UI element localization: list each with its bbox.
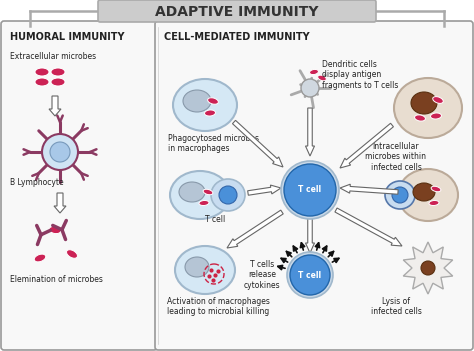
Text: ADAPTIVE IMMUNITY: ADAPTIVE IMMUNITY — [155, 5, 319, 19]
Text: CELL-MEDIATED IMMUNITY: CELL-MEDIATED IMMUNITY — [164, 32, 310, 42]
Polygon shape — [403, 242, 453, 294]
Ellipse shape — [413, 183, 435, 201]
FancyArrow shape — [340, 184, 398, 194]
Ellipse shape — [203, 189, 213, 195]
Ellipse shape — [318, 75, 326, 81]
Ellipse shape — [208, 98, 219, 104]
Ellipse shape — [204, 110, 216, 116]
Circle shape — [301, 79, 319, 97]
FancyArrow shape — [335, 208, 402, 246]
Ellipse shape — [429, 200, 439, 206]
FancyBboxPatch shape — [155, 21, 473, 350]
Circle shape — [281, 161, 339, 219]
Ellipse shape — [394, 78, 462, 138]
FancyArrow shape — [247, 185, 281, 195]
Text: T cells
release
cytokines: T cells release cytokines — [244, 260, 280, 290]
Ellipse shape — [411, 92, 437, 114]
FancyArrow shape — [306, 218, 315, 253]
Ellipse shape — [430, 113, 441, 119]
FancyArrow shape — [54, 193, 66, 213]
Ellipse shape — [185, 257, 209, 277]
Ellipse shape — [66, 250, 77, 258]
Ellipse shape — [51, 78, 65, 86]
Ellipse shape — [310, 69, 319, 74]
Ellipse shape — [49, 226, 61, 234]
Ellipse shape — [415, 115, 426, 121]
FancyArrow shape — [49, 96, 61, 116]
Text: Phagocytosed microbes
in macrophages: Phagocytosed microbes in macrophages — [168, 134, 259, 153]
Text: Lysis of
infected cells: Lysis of infected cells — [371, 297, 421, 316]
Circle shape — [287, 252, 333, 298]
Text: Extracellular microbes: Extracellular microbes — [10, 52, 96, 61]
Text: HUMORAL IMMUNITY: HUMORAL IMMUNITY — [10, 32, 125, 42]
Ellipse shape — [50, 142, 70, 162]
FancyBboxPatch shape — [1, 21, 157, 350]
Ellipse shape — [175, 246, 235, 294]
Ellipse shape — [183, 90, 211, 112]
Ellipse shape — [431, 186, 441, 192]
Text: Intracellular
microbes within
infected cells: Intracellular microbes within infected c… — [365, 142, 427, 172]
Ellipse shape — [35, 68, 49, 76]
Text: T cell: T cell — [299, 271, 321, 279]
Ellipse shape — [179, 182, 205, 202]
Ellipse shape — [433, 97, 443, 104]
Ellipse shape — [34, 254, 46, 262]
Text: Activation of macrophages
leading to microbial killing: Activation of macrophages leading to mic… — [167, 297, 270, 316]
Circle shape — [284, 164, 336, 216]
Ellipse shape — [398, 169, 458, 221]
Ellipse shape — [51, 68, 65, 76]
Circle shape — [290, 255, 330, 295]
FancyArrow shape — [306, 108, 315, 156]
Ellipse shape — [35, 78, 49, 86]
Ellipse shape — [199, 200, 209, 206]
Ellipse shape — [211, 179, 245, 211]
FancyArrow shape — [340, 123, 393, 168]
Text: B Lymphocyte: B Lymphocyte — [10, 178, 64, 187]
Ellipse shape — [219, 186, 237, 204]
Ellipse shape — [385, 181, 415, 209]
Ellipse shape — [42, 134, 78, 170]
Ellipse shape — [421, 261, 435, 275]
Ellipse shape — [392, 187, 408, 203]
Text: Elemination of microbes: Elemination of microbes — [10, 275, 103, 284]
FancyBboxPatch shape — [98, 0, 376, 22]
Text: T cell: T cell — [299, 185, 321, 194]
Text: T cell: T cell — [205, 215, 225, 224]
Ellipse shape — [173, 79, 237, 131]
FancyArrow shape — [232, 120, 283, 167]
FancyArrow shape — [227, 210, 283, 248]
Text: Dendritic cells
display antigen
fragments to T cells: Dendritic cells display antigen fragment… — [322, 60, 398, 90]
Ellipse shape — [170, 171, 230, 219]
